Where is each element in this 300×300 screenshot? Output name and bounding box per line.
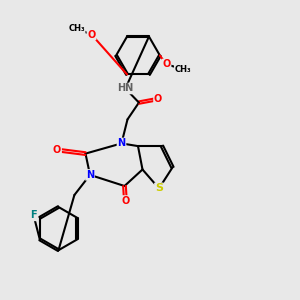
Text: O: O (154, 94, 162, 104)
Text: N: N (117, 138, 126, 148)
Text: O: O (53, 145, 61, 155)
Text: HN: HN (117, 83, 134, 94)
Text: N: N (86, 170, 94, 180)
Text: F: F (30, 210, 37, 220)
Text: CH₃: CH₃ (175, 64, 191, 74)
Text: CH₃: CH₃ (68, 24, 85, 33)
Text: O: O (87, 29, 96, 40)
Text: S: S (155, 183, 163, 194)
Text: O: O (121, 196, 130, 206)
Text: O: O (162, 59, 171, 70)
